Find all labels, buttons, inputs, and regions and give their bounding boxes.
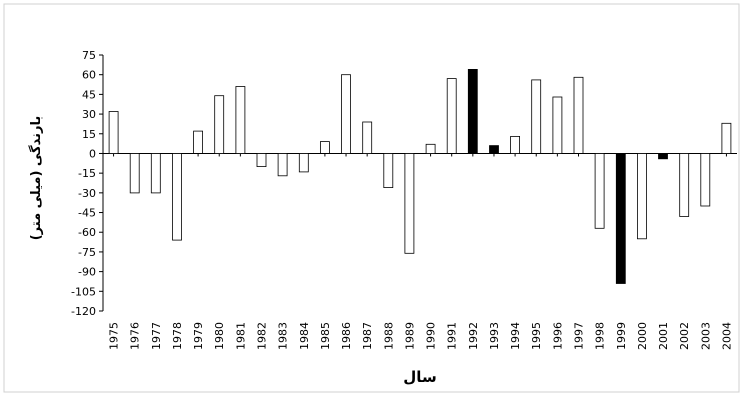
x-tick-label-1981: 1981: [234, 322, 247, 350]
bar-1995: [532, 80, 541, 153]
bar-1977: [151, 154, 160, 193]
bar-1989: [405, 154, 414, 254]
x-tick-label-1983: 1983: [277, 322, 290, 350]
bar-1987: [363, 122, 372, 154]
bar-1992: [468, 69, 477, 153]
y-tick-label: -30: [78, 187, 96, 200]
x-tick-label-1984: 1984: [298, 322, 311, 350]
x-tick-label-1997: 1997: [573, 322, 586, 350]
y-tick-label: 15: [82, 128, 96, 141]
x-tick-label-1999: 1999: [615, 322, 628, 350]
y-tick-label: 0: [89, 147, 96, 160]
y-tick-label: 30: [82, 108, 96, 121]
x-tick-label-1975: 1975: [108, 322, 121, 350]
bar-1976: [130, 154, 139, 193]
bar-1980: [215, 96, 224, 154]
x-tick-label-1990: 1990: [425, 322, 438, 350]
y-tick-label: -45: [78, 207, 96, 220]
bar-2004: [722, 123, 731, 153]
x-tick-label-1998: 1998: [594, 322, 607, 350]
x-tick-label-1978: 1978: [171, 322, 184, 350]
x-tick-label-2003: 2003: [699, 322, 712, 350]
bar-1983: [278, 154, 287, 176]
bar-1993: [490, 146, 499, 154]
bar-1978: [173, 154, 182, 241]
x-tick-label-2000: 2000: [636, 322, 649, 350]
x-tick-label-1985: 1985: [319, 322, 332, 350]
x-tick-label-1977: 1977: [150, 322, 163, 350]
y-tick-label: -75: [78, 246, 96, 259]
x-tick-label-1980: 1980: [213, 322, 226, 350]
bar-1986: [342, 75, 351, 154]
x-tick-label-1989: 1989: [403, 322, 416, 350]
y-tick-label: 45: [82, 88, 96, 101]
x-tick-label-1991: 1991: [446, 322, 459, 350]
bar-1979: [194, 131, 203, 153]
bar-2001: [659, 154, 668, 159]
y-tick-label: -120: [71, 305, 96, 318]
y-tick-label: -15: [78, 167, 96, 180]
x-tick-label-1995: 1995: [530, 322, 543, 350]
x-tick-label-2004: 2004: [720, 322, 733, 350]
bar-1985: [320, 142, 329, 154]
bar-2002: [680, 154, 689, 217]
bar-1990: [426, 144, 435, 153]
y-tick-label: 75: [82, 49, 96, 62]
bar-1982: [257, 154, 266, 167]
bar-1997: [574, 77, 583, 153]
bar-2003: [701, 154, 710, 207]
bar-1981: [236, 87, 245, 154]
bar-1998: [595, 154, 604, 229]
bar-1984: [299, 154, 308, 172]
x-tick-label-1993: 1993: [488, 322, 501, 350]
x-tick-label-1982: 1982: [256, 322, 269, 350]
bar-1996: [553, 97, 562, 154]
x-tick-label-1986: 1986: [340, 322, 353, 350]
x-tick-label-1988: 1988: [382, 322, 395, 350]
x-tick-label-1996: 1996: [551, 322, 564, 350]
x-tick-label-2001: 2001: [657, 322, 670, 350]
bar-1999: [616, 154, 625, 284]
y-tick-label: -60: [78, 226, 96, 239]
y-axis-label: بارندگی (میلی متر): [28, 116, 44, 241]
y-tick-label: -105: [71, 285, 96, 298]
bar-1994: [511, 136, 520, 153]
x-tick-label-1987: 1987: [361, 322, 374, 350]
x-tick-label-2002: 2002: [678, 322, 691, 350]
bar-1988: [384, 154, 393, 188]
x-axis-label: سال: [403, 368, 436, 386]
bar-1991: [447, 79, 456, 154]
x-tick-label-1979: 1979: [192, 322, 205, 350]
y-tick-label: -90: [78, 266, 96, 279]
bar-1975: [109, 112, 118, 154]
y-tick-label: 60: [82, 69, 96, 82]
x-tick-label-1976: 1976: [129, 322, 142, 350]
bar-2000: [637, 154, 646, 239]
x-tick-label-1992: 1992: [467, 322, 480, 350]
x-tick-label-1994: 1994: [509, 322, 522, 350]
